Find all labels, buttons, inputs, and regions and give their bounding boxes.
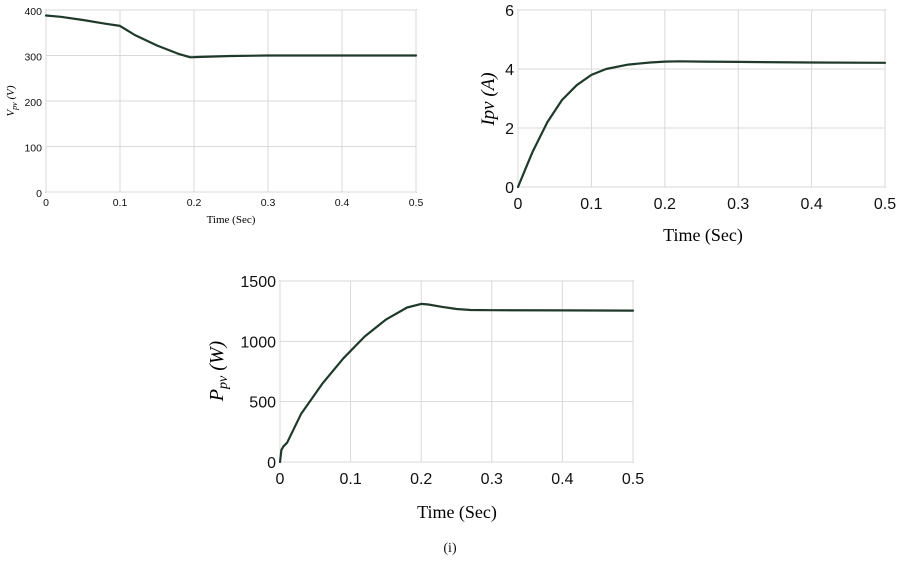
y-axis-label: Ipv (A) bbox=[478, 72, 499, 126]
x-tick-label: 0 bbox=[276, 471, 285, 488]
y-tick-labels: 0 2 4 6 bbox=[505, 3, 514, 197]
y-tick-label: 0 bbox=[36, 188, 42, 200]
x-tick-label: 0.1 bbox=[580, 196, 602, 213]
x-tick-labels: 0 0.1 0.2 0.3 0.4 0.5 bbox=[276, 471, 645, 488]
series-layer bbox=[44, 14, 418, 59]
gridlines bbox=[279, 280, 634, 463]
x-tick-label: 0.5 bbox=[409, 197, 424, 209]
x-axis-label: Time (Sec) bbox=[417, 502, 497, 523]
x-tick-labels: 0 0.1 0.2 0.3 0.4 0.5 bbox=[514, 196, 897, 213]
figure-caption: (i) bbox=[443, 541, 457, 556]
x-axis-label: Time (Sec) bbox=[663, 225, 743, 246]
plot-frame bbox=[517, 9, 886, 188]
chart-vpv: 0 0.1 0.2 0.3 0.4 0.5 0 100 200 300 400 Time (Sec… bbox=[5, 6, 423, 226]
x-tick-label: 0.2 bbox=[410, 471, 432, 488]
x-tick-label: 0.3 bbox=[481, 471, 503, 488]
y-axis-label: Vpv (V) bbox=[5, 85, 19, 116]
y-tick-labels: 0 100 200 300 400 bbox=[24, 6, 42, 200]
x-tick-label: 0.4 bbox=[335, 197, 350, 209]
y-tick-label: 100 bbox=[24, 143, 42, 155]
series-line bbox=[44, 14, 418, 59]
series-layer bbox=[278, 302, 635, 464]
x-tick-label: 0.1 bbox=[339, 471, 361, 488]
y-tick-label: 400 bbox=[24, 6, 42, 18]
y-tick-label: 0 bbox=[505, 180, 514, 197]
series-layer bbox=[516, 60, 887, 189]
gridlines bbox=[517, 9, 886, 188]
x-tick-label: 0 bbox=[514, 196, 523, 213]
x-tick-label: 0.4 bbox=[800, 196, 822, 213]
x-tick-label: 0.2 bbox=[654, 196, 676, 213]
y-tick-label: 300 bbox=[24, 52, 42, 64]
chart-ipv: 0 0.1 0.2 0.3 0.4 0.5 0 2 4 6 Time (Sec) Ipv (A) bbox=[478, 3, 896, 246]
y-tick-label: 0 bbox=[267, 455, 276, 472]
x-tick-label: 0.4 bbox=[551, 471, 573, 488]
y-tick-label: 2 bbox=[505, 121, 514, 138]
y-tick-label: 1000 bbox=[240, 334, 276, 351]
x-tick-labels: 0 0.1 0.2 0.3 0.4 0.5 bbox=[43, 197, 423, 209]
x-tick-label: 0.2 bbox=[187, 197, 202, 209]
x-tick-label: 0 bbox=[43, 197, 49, 209]
y-tick-label: 6 bbox=[505, 3, 514, 20]
y-tick-label: 500 bbox=[249, 395, 276, 412]
y-tick-label: 4 bbox=[505, 62, 514, 79]
x-tick-label: 0.1 bbox=[113, 197, 128, 209]
y-axis-label: Ppv (W) bbox=[206, 340, 231, 402]
y-tick-labels: 0 500 1000 1500 bbox=[240, 274, 276, 472]
x-tick-label: 0.3 bbox=[727, 196, 749, 213]
x-tick-label: 0.5 bbox=[622, 471, 644, 488]
chart-ppv: 0 0.1 0.2 0.3 0.4 0.5 0 500 1000 1500 Time (Sec)… bbox=[206, 274, 644, 523]
series-line bbox=[278, 302, 635, 464]
x-tick-label: 0.3 bbox=[261, 197, 276, 209]
x-axis-label: Time (Sec) bbox=[207, 214, 256, 226]
series-line bbox=[516, 60, 887, 189]
x-tick-label: 0.5 bbox=[874, 196, 896, 213]
y-tick-label: 1500 bbox=[240, 274, 276, 291]
y-tick-label: 200 bbox=[24, 97, 42, 109]
